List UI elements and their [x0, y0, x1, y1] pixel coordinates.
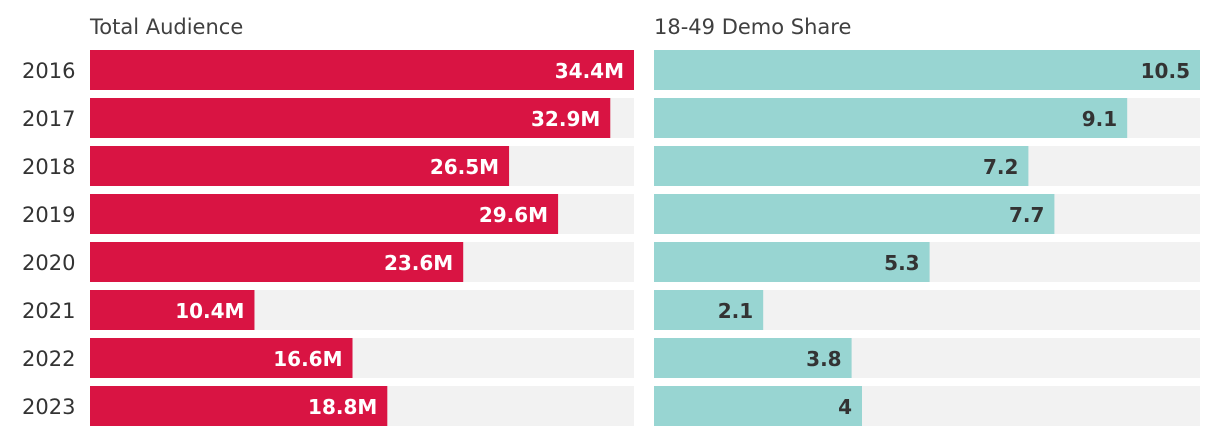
bar [654, 338, 852, 378]
year-label: 2023 [22, 395, 75, 419]
bar [90, 98, 611, 138]
bar [90, 386, 388, 426]
year-label: 2020 [22, 251, 75, 275]
data-label: 26.5M [430, 155, 499, 179]
data-label: 23.6M [384, 251, 453, 275]
bar [654, 290, 764, 330]
bar [90, 50, 634, 90]
year-label: 2022 [22, 347, 75, 371]
bar [654, 242, 930, 282]
data-label: 32.9M [531, 107, 600, 131]
bar [90, 194, 559, 234]
bar [90, 338, 353, 378]
bar [654, 194, 1055, 234]
year-label: 2019 [22, 203, 75, 227]
data-label: 34.4M [555, 59, 624, 83]
data-label: 10.4M [175, 299, 244, 323]
year-label: 2021 [22, 299, 75, 323]
data-label: 29.6M [479, 203, 548, 227]
data-label: 16.6M [273, 347, 342, 371]
data-label: 7.7 [1009, 203, 1044, 227]
bar [654, 50, 1200, 90]
bar [654, 98, 1128, 138]
data-label: 4 [838, 395, 852, 419]
data-label: 9.1 [1082, 107, 1117, 131]
data-label: 18.8M [308, 395, 377, 419]
bar [654, 386, 862, 426]
data-label: 3.8 [806, 347, 841, 371]
bar [654, 146, 1029, 186]
bar [90, 242, 464, 282]
year-label: 2016 [22, 59, 75, 83]
data-label: 7.2 [983, 155, 1018, 179]
bar [90, 290, 255, 330]
data-label: 5.3 [884, 251, 919, 275]
data-label: 2.1 [718, 299, 753, 323]
year-label: 2017 [22, 107, 75, 131]
panel-title: 18-49 Demo Share [654, 15, 851, 39]
bar [90, 146, 510, 186]
panel-title: Total Audience [89, 15, 243, 39]
year-label: 2018 [22, 155, 75, 179]
data-label: 10.5 [1141, 59, 1190, 83]
